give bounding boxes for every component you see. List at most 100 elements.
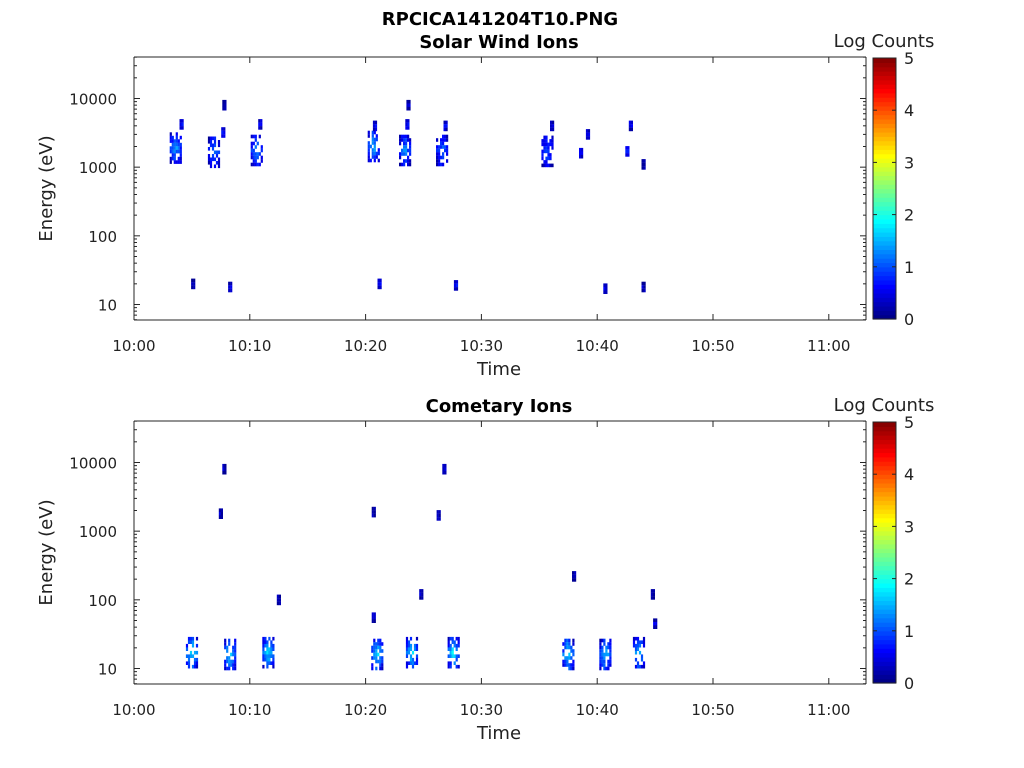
heatmap-cell — [177, 142, 180, 147]
heatmap-cell — [264, 636, 267, 641]
heatmap-cell — [211, 136, 215, 141]
heatmap-cell — [377, 148, 380, 152]
heatmap-cell — [179, 153, 182, 157]
heatmap-cell — [401, 152, 404, 156]
heatmap-cell — [377, 282, 380, 286]
heatmap-cell — [403, 138, 406, 142]
heatmap-cell — [252, 148, 255, 153]
heatmap-cell — [421, 596, 424, 600]
heatmap-cell — [217, 150, 221, 155]
heatmap-cell — [371, 619, 374, 623]
colorbar-segment — [873, 639, 896, 645]
heatmap-cell — [254, 134, 257, 139]
heatmap-cell — [570, 656, 573, 660]
heatmap-cell — [566, 656, 569, 660]
colorbar-segment — [873, 648, 896, 654]
heatmap-cell — [547, 156, 550, 161]
colorbar-tick-label: 2 — [904, 570, 914, 589]
heatmap-cell — [234, 663, 237, 667]
heatmap-cell — [642, 636, 646, 641]
colorbar-segment — [873, 656, 896, 662]
colorbar-segment — [873, 556, 896, 562]
heatmap-cell — [195, 664, 199, 669]
heatmap-cell — [405, 636, 409, 641]
heatmap-cell — [406, 103, 409, 107]
heatmap-cell — [268, 661, 271, 665]
y-axis-label: Energy (eV) — [36, 499, 57, 605]
heatmap-cell — [266, 647, 269, 651]
heatmap-cell — [405, 661, 409, 665]
heatmap-cell — [230, 663, 233, 667]
heatmap-cell — [195, 650, 199, 655]
x-tick-label: 10:20 — [344, 337, 387, 355]
heatmap-cell — [655, 621, 658, 626]
heatmap-cell — [545, 160, 548, 164]
x-tick-label: 10:00 — [112, 337, 155, 355]
colorbar-tick-label: 1 — [904, 622, 914, 641]
heatmap-cell — [440, 138, 443, 142]
colorbar-segment — [873, 149, 896, 155]
heatmap-cell — [254, 145, 257, 149]
heatmap-cell — [193, 664, 197, 669]
heatmap-cell — [228, 663, 231, 667]
colorbar-segment — [873, 530, 896, 536]
heatmap-cell — [449, 661, 452, 665]
heatmap-cell — [564, 663, 567, 667]
heatmap-cell — [562, 652, 565, 657]
heatmap-cell — [436, 162, 439, 167]
heatmap-cell — [407, 162, 410, 167]
heatmap-cell — [264, 654, 267, 658]
heatmap-cell — [442, 134, 445, 139]
heatmap-cell — [562, 659, 565, 664]
heatmap-cell — [603, 290, 606, 294]
heatmap-cell — [436, 513, 439, 518]
heatmap-cell — [367, 144, 370, 149]
heatmap-cell — [379, 656, 382, 660]
heatmap-cell — [232, 649, 235, 653]
heatmap-cell — [375, 151, 378, 156]
heatmap-cell — [442, 467, 445, 471]
heatmap-cell — [195, 661, 199, 665]
heatmap-cell — [640, 664, 644, 669]
heatmap-cell — [440, 155, 443, 160]
heatmap-cell — [222, 463, 225, 468]
colorbar-segment — [873, 495, 896, 501]
heatmap-cell — [185, 661, 189, 665]
heatmap-cell — [193, 285, 196, 290]
heatmap-cell — [443, 127, 446, 132]
heatmap-cell — [377, 151, 380, 156]
colorbar-segment — [873, 84, 896, 90]
heatmap-cell — [367, 151, 370, 156]
heatmap-cell — [191, 636, 195, 641]
heatmap-cell — [636, 664, 640, 669]
x-tick-label: 10:40 — [576, 337, 619, 355]
heatmap-cell — [413, 647, 417, 651]
heatmap-cell — [169, 132, 172, 136]
heatmap-cell — [545, 139, 548, 143]
heatmap-cell — [568, 645, 571, 650]
x-tick-label: 10:10 — [228, 701, 271, 719]
heatmap-cell — [367, 155, 370, 159]
heatmap-cell — [545, 146, 548, 150]
colorbar-frame — [872, 421, 897, 684]
heatmap-cell — [230, 652, 233, 657]
heatmap-cell — [213, 140, 217, 144]
heatmap-cell — [407, 134, 410, 139]
heatmap-cell — [369, 144, 372, 149]
y-tick-label: 10 — [98, 297, 117, 315]
heatmap-cell — [373, 158, 376, 163]
heatmap-cell — [179, 160, 182, 164]
heatmap-cell — [572, 649, 575, 653]
heatmap-cell — [173, 153, 176, 157]
heatmap-cell — [564, 642, 567, 646]
heatmap-cell — [372, 124, 376, 128]
heatmap-cell — [187, 654, 191, 658]
heatmap-cell — [451, 647, 454, 651]
heatmap-cell — [250, 155, 253, 160]
heatmap-cell — [547, 149, 550, 154]
heatmap-cell — [228, 285, 231, 289]
heatmap-cell — [270, 661, 273, 665]
heatmap-cell — [373, 513, 376, 518]
heatmap-cell — [217, 161, 221, 165]
heatmap-cell — [372, 127, 376, 132]
